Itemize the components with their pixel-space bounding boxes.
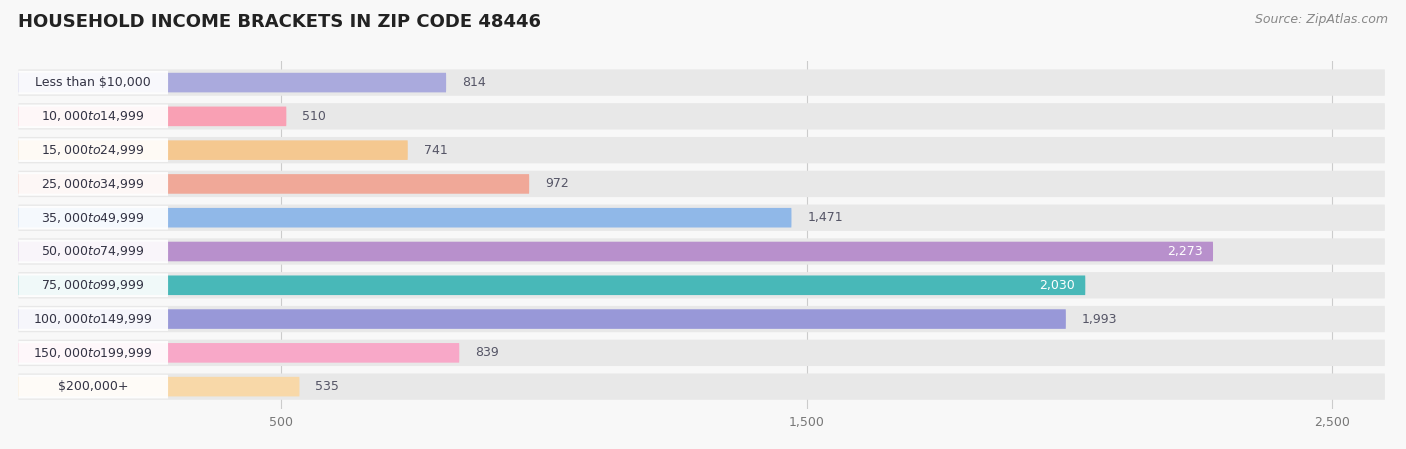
FancyBboxPatch shape	[18, 105, 169, 128]
Text: $100,000 to $149,999: $100,000 to $149,999	[34, 312, 153, 326]
FancyBboxPatch shape	[18, 307, 169, 331]
Text: 972: 972	[546, 177, 568, 190]
FancyBboxPatch shape	[18, 103, 1385, 129]
FancyBboxPatch shape	[18, 273, 169, 297]
FancyBboxPatch shape	[18, 70, 1385, 96]
FancyBboxPatch shape	[18, 272, 1385, 299]
FancyBboxPatch shape	[18, 205, 1385, 231]
FancyBboxPatch shape	[18, 141, 408, 160]
Text: $75,000 to $99,999: $75,000 to $99,999	[41, 278, 145, 292]
FancyBboxPatch shape	[18, 240, 169, 263]
FancyBboxPatch shape	[18, 374, 1385, 400]
FancyBboxPatch shape	[18, 73, 446, 92]
Text: Source: ZipAtlas.com: Source: ZipAtlas.com	[1254, 13, 1388, 26]
FancyBboxPatch shape	[18, 174, 529, 194]
Text: $35,000 to $49,999: $35,000 to $49,999	[41, 211, 145, 224]
Text: 510: 510	[302, 110, 326, 123]
Text: $10,000 to $14,999: $10,000 to $14,999	[41, 110, 145, 123]
Text: $50,000 to $74,999: $50,000 to $74,999	[41, 245, 145, 259]
Text: 535: 535	[315, 380, 339, 393]
Text: $150,000 to $199,999: $150,000 to $199,999	[34, 346, 153, 360]
Text: HOUSEHOLD INCOME BRACKETS IN ZIP CODE 48446: HOUSEHOLD INCOME BRACKETS IN ZIP CODE 48…	[18, 13, 541, 31]
FancyBboxPatch shape	[18, 276, 1085, 295]
Text: 839: 839	[475, 346, 499, 359]
Text: 2,273: 2,273	[1167, 245, 1202, 258]
FancyBboxPatch shape	[18, 238, 1385, 264]
FancyBboxPatch shape	[18, 343, 460, 363]
FancyBboxPatch shape	[18, 341, 169, 365]
FancyBboxPatch shape	[18, 71, 169, 94]
FancyBboxPatch shape	[18, 340, 1385, 366]
FancyBboxPatch shape	[18, 375, 169, 398]
FancyBboxPatch shape	[18, 106, 287, 126]
Text: 1,471: 1,471	[807, 211, 842, 224]
Text: 814: 814	[463, 76, 485, 89]
Text: $200,000+: $200,000+	[58, 380, 128, 393]
FancyBboxPatch shape	[18, 242, 1213, 261]
FancyBboxPatch shape	[18, 206, 169, 229]
Text: $15,000 to $24,999: $15,000 to $24,999	[41, 143, 145, 157]
Text: $25,000 to $34,999: $25,000 to $34,999	[41, 177, 145, 191]
Text: 741: 741	[423, 144, 447, 157]
FancyBboxPatch shape	[18, 171, 1385, 197]
FancyBboxPatch shape	[18, 208, 792, 228]
FancyBboxPatch shape	[18, 377, 299, 396]
FancyBboxPatch shape	[18, 138, 169, 162]
FancyBboxPatch shape	[18, 306, 1385, 332]
Text: Less than $10,000: Less than $10,000	[35, 76, 150, 89]
FancyBboxPatch shape	[18, 172, 169, 196]
FancyBboxPatch shape	[18, 309, 1066, 329]
FancyBboxPatch shape	[18, 137, 1385, 163]
Text: 2,030: 2,030	[1039, 279, 1074, 292]
Text: 1,993: 1,993	[1081, 313, 1118, 326]
